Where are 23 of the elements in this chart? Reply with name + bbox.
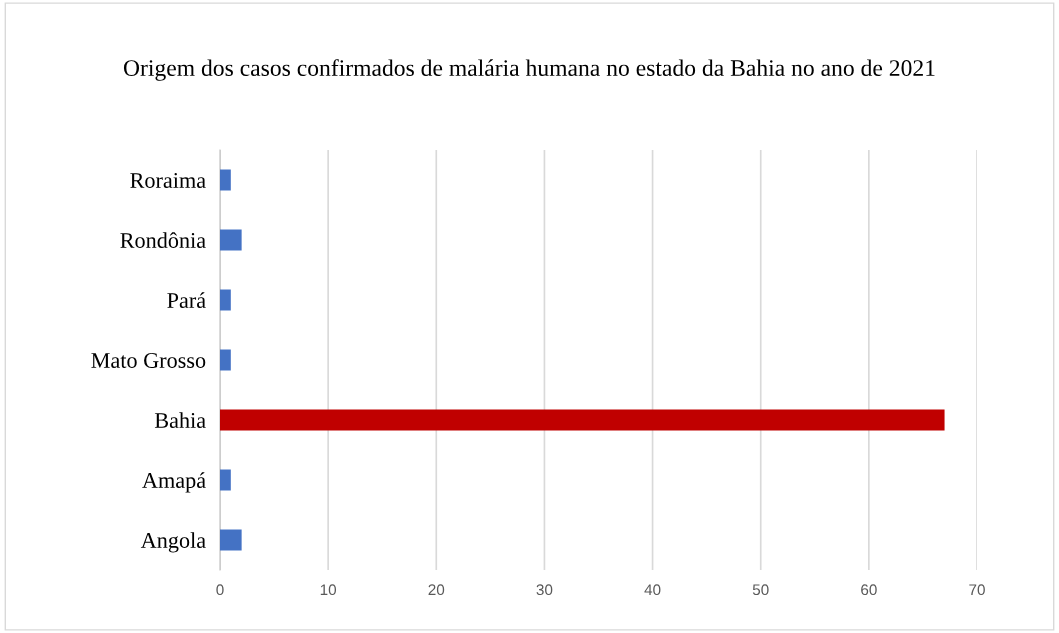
bar <box>220 409 945 431</box>
x-tick-label: 20 <box>428 584 445 596</box>
y-tick-label: Roraima <box>130 172 206 188</box>
bar <box>220 529 242 551</box>
chart-title: Origem dos casos confirmados de malária humana no estado da Bahia no ano de 2021 <box>123 59 935 81</box>
y-tick-label: Angola <box>140 532 206 553</box>
y-tick-label: Pará <box>167 292 206 308</box>
bar <box>220 289 231 311</box>
x-tick-label: 50 <box>752 584 769 596</box>
x-tick-label: 70 <box>969 584 985 596</box>
y-tick-label: Bahia <box>154 412 206 428</box>
bar <box>220 229 242 251</box>
x-tick-label: 40 <box>644 584 661 596</box>
bar <box>220 169 231 191</box>
bar <box>220 469 231 491</box>
x-tick-label: 30 <box>536 584 553 596</box>
x-tick-label: 10 <box>320 584 337 596</box>
x-tick-label: 0 <box>216 584 224 596</box>
y-tick-label: Amapá <box>142 472 206 493</box>
bar <box>220 349 231 371</box>
y-tick-label: Rondônia <box>120 232 206 248</box>
x-tick-label: 60 <box>861 584 877 596</box>
y-tick-label: Mato Grosso <box>91 352 206 368</box>
